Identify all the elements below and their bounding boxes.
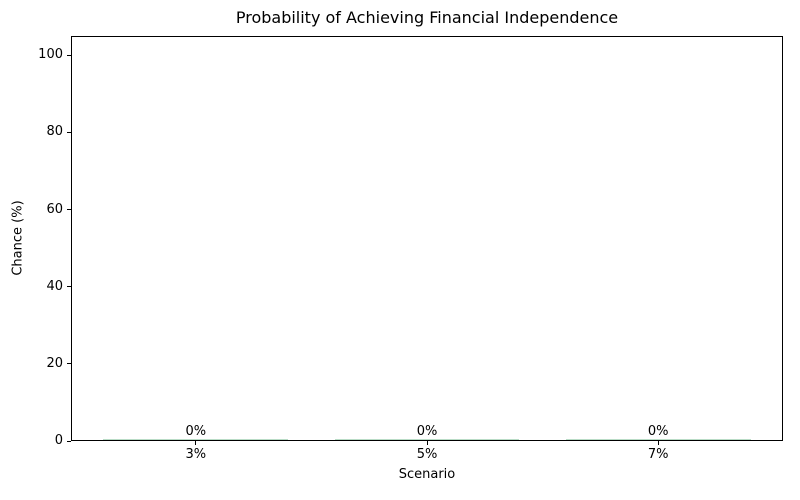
chart-title: Probability of Achieving Financial Indep…	[235, 8, 619, 27]
y-tick-mark	[67, 440, 71, 442]
y-tick-label: 80	[46, 124, 63, 140]
y-tick-mark	[67, 54, 71, 56]
y-tick-label: 60	[46, 201, 63, 217]
y-tick-label: 0	[54, 433, 63, 448]
x-tick-label: 7%	[647, 447, 669, 462]
y-tick-mark	[67, 363, 71, 365]
x-axis-label: Scenario	[398, 467, 456, 482]
plot-area	[71, 36, 783, 441]
y-tick-mark	[67, 286, 71, 288]
bar-value-label: 0%	[185, 424, 207, 439]
x-tick-mark	[195, 441, 197, 445]
x-tick-label: 5%	[416, 447, 438, 462]
x-tick-mark	[426, 441, 428, 445]
x-tick-mark	[657, 441, 659, 445]
bar	[565, 439, 751, 440]
y-tick-mark	[67, 131, 71, 133]
y-tick-mark	[67, 209, 71, 211]
bar-value-label: 0%	[416, 424, 438, 439]
x-tick-label: 3%	[185, 447, 207, 462]
y-tick-label: 100	[38, 47, 63, 63]
y-tick-label: 40	[46, 278, 63, 294]
bar-value-label: 0%	[647, 424, 669, 439]
bar	[334, 439, 520, 440]
bar	[103, 439, 289, 440]
y-tick-label: 20	[46, 355, 63, 371]
